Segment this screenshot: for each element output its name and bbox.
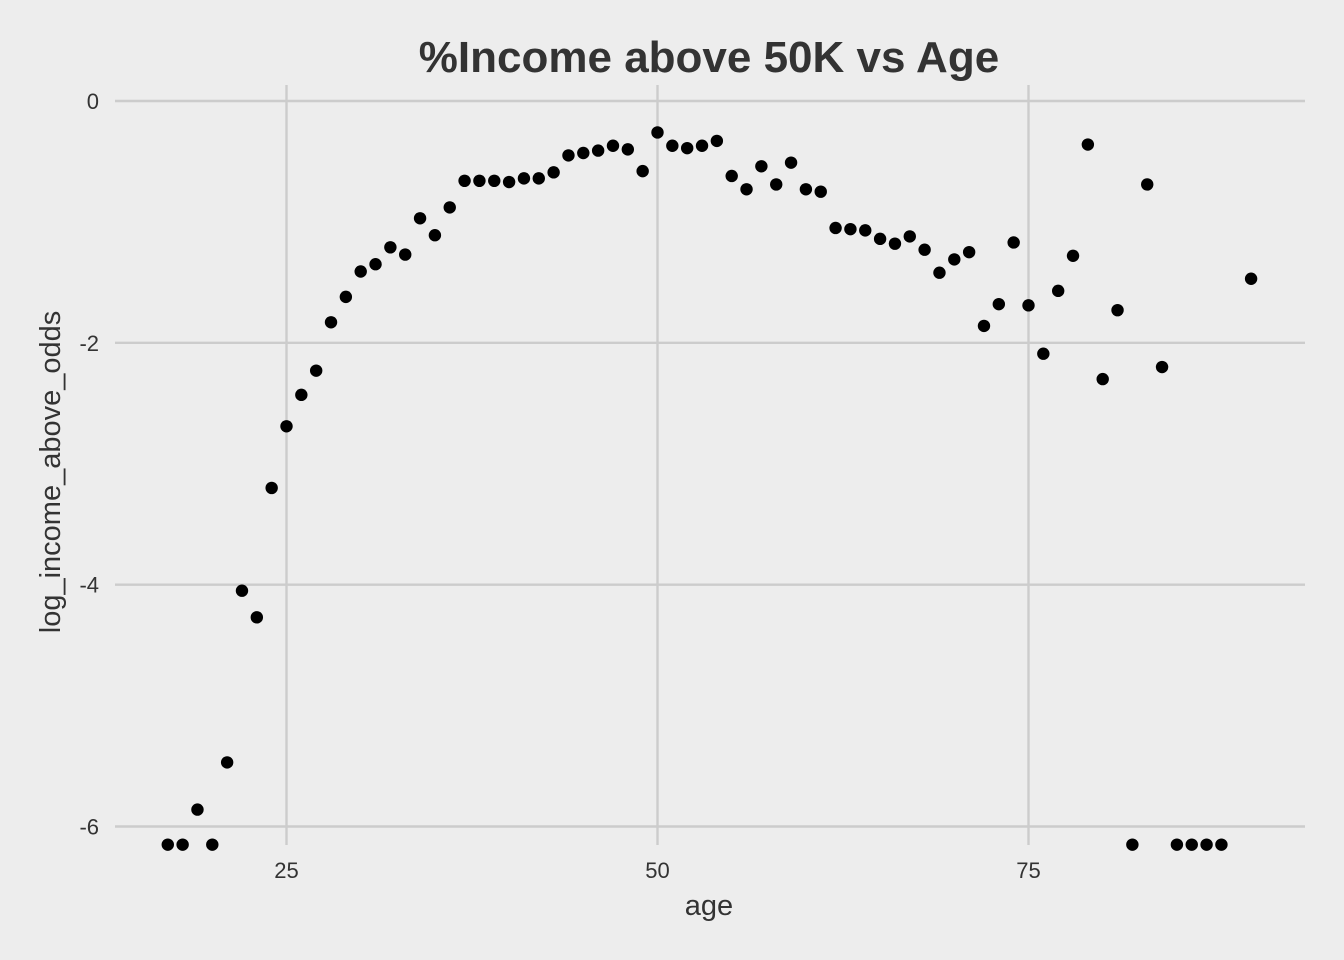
data-point xyxy=(369,258,382,271)
data-point xyxy=(1141,178,1154,191)
data-point xyxy=(933,266,946,279)
data-point xyxy=(1051,284,1065,298)
data-point xyxy=(428,229,442,242)
data-point xyxy=(992,297,1006,311)
data-point xyxy=(666,139,679,152)
tick-labels: 0 -2 -4 -6 25 50 75 xyxy=(79,89,1040,883)
chart-title: %Income above 50K vs Age xyxy=(419,33,999,82)
data-point xyxy=(1215,838,1228,851)
data-point xyxy=(621,143,635,156)
data-point xyxy=(191,803,204,816)
data-points xyxy=(161,126,1258,851)
data-point xyxy=(577,146,590,160)
data-point xyxy=(903,230,916,243)
y-tick-label: -4 xyxy=(79,573,99,598)
data-point xyxy=(443,201,456,214)
data-point xyxy=(829,221,842,235)
y-tick-label: 0 xyxy=(87,89,99,114)
data-point xyxy=(206,838,219,851)
data-point xyxy=(532,172,545,185)
data-point xyxy=(1022,299,1035,312)
data-point xyxy=(680,141,694,155)
data-point xyxy=(844,222,857,236)
data-point xyxy=(473,174,486,188)
data-point xyxy=(1155,360,1169,374)
data-point xyxy=(948,253,961,266)
data-point xyxy=(740,183,753,196)
data-point xyxy=(547,166,560,179)
data-point xyxy=(324,316,338,329)
data-point xyxy=(977,319,991,333)
data-point xyxy=(458,174,471,188)
data-point xyxy=(784,156,798,169)
data-point xyxy=(384,241,397,254)
data-point xyxy=(250,611,264,624)
data-point xyxy=(1111,303,1124,317)
data-point xyxy=(918,243,931,256)
data-point xyxy=(1200,838,1213,851)
data-point xyxy=(888,237,902,250)
data-point xyxy=(591,144,605,157)
data-point xyxy=(339,290,353,304)
grid-lines xyxy=(115,85,1305,845)
data-point xyxy=(725,169,738,183)
data-point xyxy=(1244,272,1258,285)
x-tick-label: 25 xyxy=(274,858,298,883)
data-point xyxy=(1066,249,1080,262)
data-point xyxy=(517,172,531,185)
data-point xyxy=(280,420,293,433)
data-point xyxy=(859,224,872,237)
data-point xyxy=(502,175,516,189)
data-point xyxy=(1126,838,1139,851)
data-point xyxy=(1185,838,1198,851)
data-point xyxy=(695,139,709,152)
data-point xyxy=(176,838,189,851)
data-point xyxy=(651,126,664,139)
y-tick-label: -2 xyxy=(79,331,99,356)
data-point xyxy=(799,183,813,196)
data-point xyxy=(399,248,412,261)
x-axis-label: age xyxy=(685,890,733,922)
data-point xyxy=(814,185,827,198)
data-point xyxy=(1096,372,1109,386)
data-point xyxy=(770,178,783,191)
data-point xyxy=(488,174,501,188)
data-point xyxy=(1037,347,1050,360)
data-point xyxy=(606,139,620,152)
data-point xyxy=(265,481,278,495)
y-axis-label: log_income_above_odds xyxy=(35,311,67,633)
data-point xyxy=(636,164,649,178)
data-point xyxy=(755,160,768,173)
data-point xyxy=(873,232,887,246)
data-point xyxy=(1170,838,1184,851)
data-point xyxy=(295,388,308,402)
data-point xyxy=(562,149,575,162)
data-point xyxy=(1007,236,1020,249)
data-point xyxy=(1081,138,1095,151)
data-point xyxy=(962,245,976,259)
data-point xyxy=(710,134,724,148)
data-point xyxy=(309,364,323,377)
data-point xyxy=(235,584,249,597)
data-point xyxy=(220,756,234,769)
x-tick-label: 50 xyxy=(645,858,669,883)
data-point xyxy=(413,212,427,225)
data-point xyxy=(354,265,367,278)
data-point xyxy=(161,838,174,851)
y-tick-label: -6 xyxy=(79,815,99,840)
x-tick-label: 75 xyxy=(1016,858,1040,883)
